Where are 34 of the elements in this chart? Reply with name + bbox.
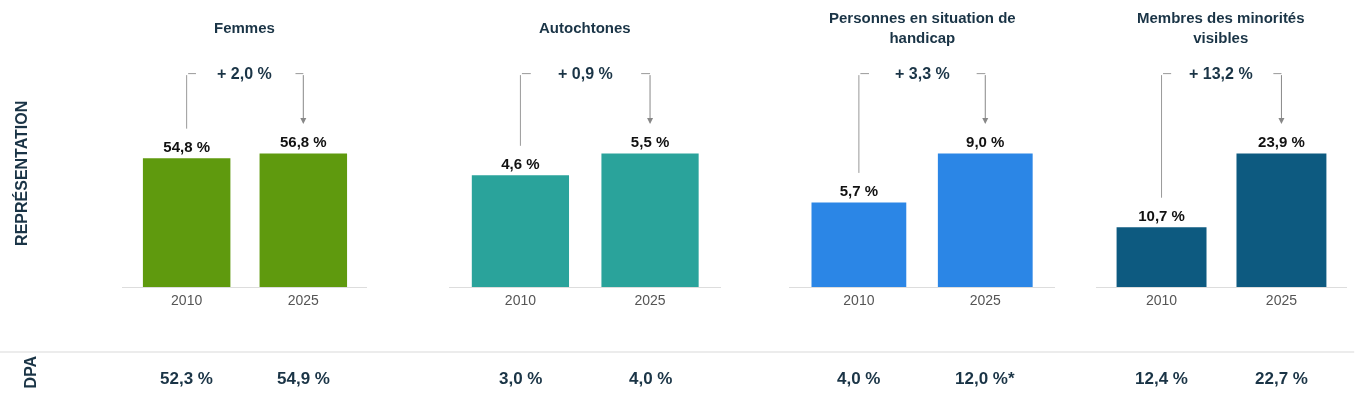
data-label: 5,5 % [630, 133, 670, 151]
text: 4,0 % [837, 369, 881, 388]
text: 54,9 % [277, 369, 330, 388]
data-label: 9,0 % [966, 133, 1005, 151]
text: 12,0 %* [955, 369, 1015, 388]
data-label: 23,9 % [1258, 133, 1305, 151]
text: 52,3 % [160, 369, 213, 388]
x-tick-label: 2025 [1265, 291, 1298, 308]
data-label: 56,8 % [279, 133, 327, 151]
data-label: 54,8 % [163, 138, 211, 156]
chart-title: Autochtones [539, 19, 631, 36]
text: 12,4 % [1135, 369, 1188, 388]
chart-title: Membres des minorités visibles [1137, 9, 1305, 46]
text: + 3,3 % [895, 65, 950, 82]
text: + 2,0 % [217, 65, 272, 82]
data-label: 10,7 % [1138, 207, 1185, 225]
chart-title: Personnes en situation de handicap [829, 9, 1016, 46]
data-label: 4,6 % [501, 155, 540, 173]
chart-title: Femmes [214, 19, 275, 36]
x-tick-label: 2010 [843, 291, 875, 308]
x-tick-label: 2025 [634, 291, 666, 308]
text: 22,7 % [1255, 369, 1308, 388]
text: 4,0 % [629, 369, 673, 388]
x-tick-label: 2025 [287, 291, 320, 308]
y-axis-title: REPRÉSENTATION [11, 100, 30, 246]
x-tick-label: 2010 [171, 291, 203, 308]
x-tick-label: 2025 [969, 291, 1002, 308]
text: 3,0 % [499, 369, 543, 388]
x-tick-label: 2010 [1145, 291, 1178, 308]
text: + 13,2 % [1189, 65, 1253, 82]
text: DPA [22, 355, 40, 389]
data-label: 5,7 % [839, 182, 879, 200]
x-tick-label: 2010 [504, 291, 537, 308]
text: + 0,9 % [558, 65, 613, 82]
